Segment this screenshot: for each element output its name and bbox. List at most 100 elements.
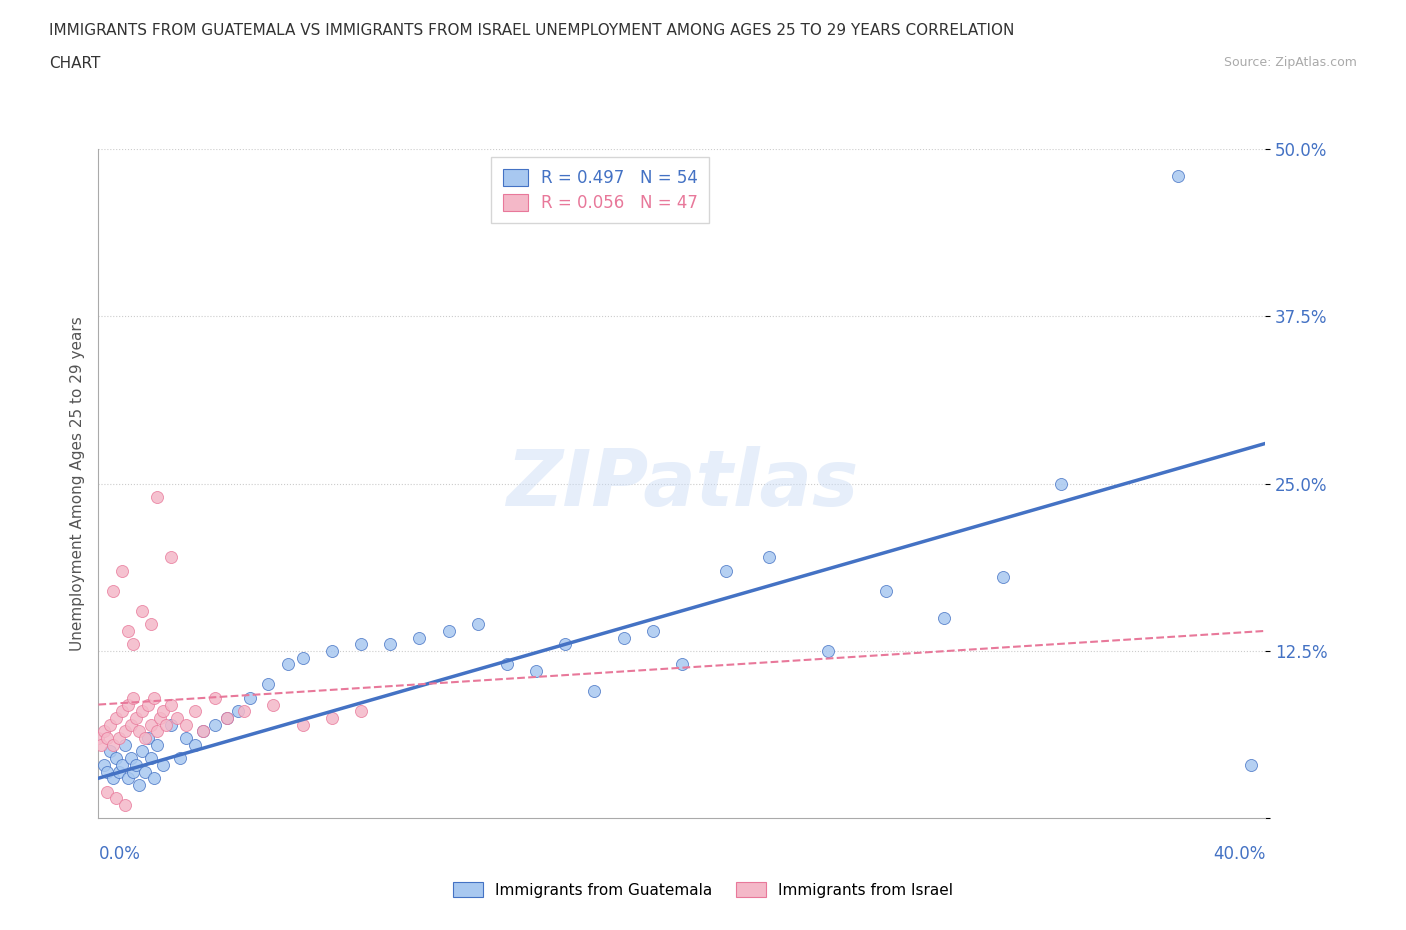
Point	[350, 704, 373, 719]
Point	[321, 644, 343, 658]
Point	[174, 717, 197, 732]
Point	[991, 570, 1014, 585]
Point	[98, 744, 121, 759]
Point	[142, 690, 165, 705]
Text: 0.0%: 0.0%	[98, 845, 141, 863]
Point	[111, 704, 134, 719]
Point	[350, 637, 373, 652]
Point	[122, 764, 145, 779]
Point	[139, 717, 162, 732]
Point	[120, 751, 142, 765]
Point	[817, 644, 839, 658]
Point	[183, 737, 205, 752]
Point	[136, 731, 159, 746]
Point	[204, 690, 226, 705]
Point	[1167, 168, 1189, 183]
Point	[111, 757, 134, 772]
Point	[117, 698, 139, 712]
Point	[166, 711, 188, 725]
Point	[104, 790, 127, 805]
Point	[671, 657, 693, 671]
Point	[122, 637, 145, 652]
Point	[114, 737, 136, 752]
Point	[277, 657, 299, 671]
Point	[524, 664, 547, 679]
Point	[101, 737, 124, 752]
Legend: Immigrants from Guatemala, Immigrants from Israel: Immigrants from Guatemala, Immigrants fr…	[447, 875, 959, 904]
Point	[378, 637, 402, 652]
Point	[93, 757, 115, 772]
Point	[87, 731, 110, 746]
Point	[160, 550, 183, 565]
Point	[128, 777, 150, 792]
Point	[155, 717, 177, 732]
Point	[114, 798, 136, 813]
Point	[93, 724, 115, 738]
Point	[101, 771, 124, 786]
Point	[98, 717, 121, 732]
Point	[321, 711, 343, 725]
Point	[125, 757, 148, 772]
Point	[128, 724, 150, 738]
Point	[641, 623, 664, 638]
Point	[139, 617, 162, 631]
Point	[122, 690, 145, 705]
Point	[758, 550, 780, 565]
Text: Source: ZipAtlas.com: Source: ZipAtlas.com	[1223, 56, 1357, 69]
Point	[183, 704, 205, 719]
Point	[152, 704, 174, 719]
Point	[934, 610, 956, 625]
Point	[131, 604, 153, 618]
Point	[152, 757, 174, 772]
Point	[160, 717, 183, 732]
Point	[108, 764, 131, 779]
Point	[146, 724, 169, 738]
Point	[193, 724, 215, 738]
Y-axis label: Unemployment Among Ages 25 to 29 years: Unemployment Among Ages 25 to 29 years	[69, 316, 84, 651]
Point	[467, 617, 489, 631]
Point	[174, 731, 197, 746]
Point	[875, 583, 897, 598]
Point	[117, 623, 139, 638]
Point	[554, 637, 576, 652]
Point	[125, 711, 148, 725]
Point	[239, 690, 262, 705]
Point	[204, 717, 226, 732]
Point	[96, 784, 118, 799]
Text: ZIPatlas: ZIPatlas	[506, 445, 858, 522]
Point	[149, 711, 172, 725]
Point	[111, 564, 134, 578]
Point	[437, 623, 460, 638]
Point	[146, 737, 169, 752]
Point	[714, 564, 737, 578]
Point	[583, 684, 606, 698]
Point	[136, 698, 159, 712]
Text: 40.0%: 40.0%	[1213, 845, 1265, 863]
Point	[104, 711, 127, 725]
Point	[612, 631, 634, 645]
Point	[169, 751, 191, 765]
Point	[114, 724, 136, 738]
Point	[104, 751, 127, 765]
Text: IMMIGRANTS FROM GUATEMALA VS IMMIGRANTS FROM ISRAEL UNEMPLOYMENT AMONG AGES 25 T: IMMIGRANTS FROM GUATEMALA VS IMMIGRANTS …	[49, 23, 1015, 38]
Point	[108, 731, 131, 746]
Point	[262, 698, 284, 712]
Point	[117, 771, 139, 786]
Point	[193, 724, 215, 738]
Legend: R = 0.497   N = 54, R = 0.056   N = 47: R = 0.497 N = 54, R = 0.056 N = 47	[491, 157, 710, 223]
Point	[495, 657, 517, 671]
Point	[134, 764, 156, 779]
Text: CHART: CHART	[49, 56, 101, 71]
Point	[96, 764, 118, 779]
Point	[90, 737, 112, 752]
Point	[142, 771, 165, 786]
Point	[120, 717, 142, 732]
Point	[291, 717, 314, 732]
Point	[215, 711, 238, 725]
Point	[233, 704, 256, 719]
Point	[101, 583, 124, 598]
Point	[1240, 757, 1263, 772]
Point	[160, 698, 183, 712]
Point	[134, 731, 156, 746]
Point	[146, 489, 169, 504]
